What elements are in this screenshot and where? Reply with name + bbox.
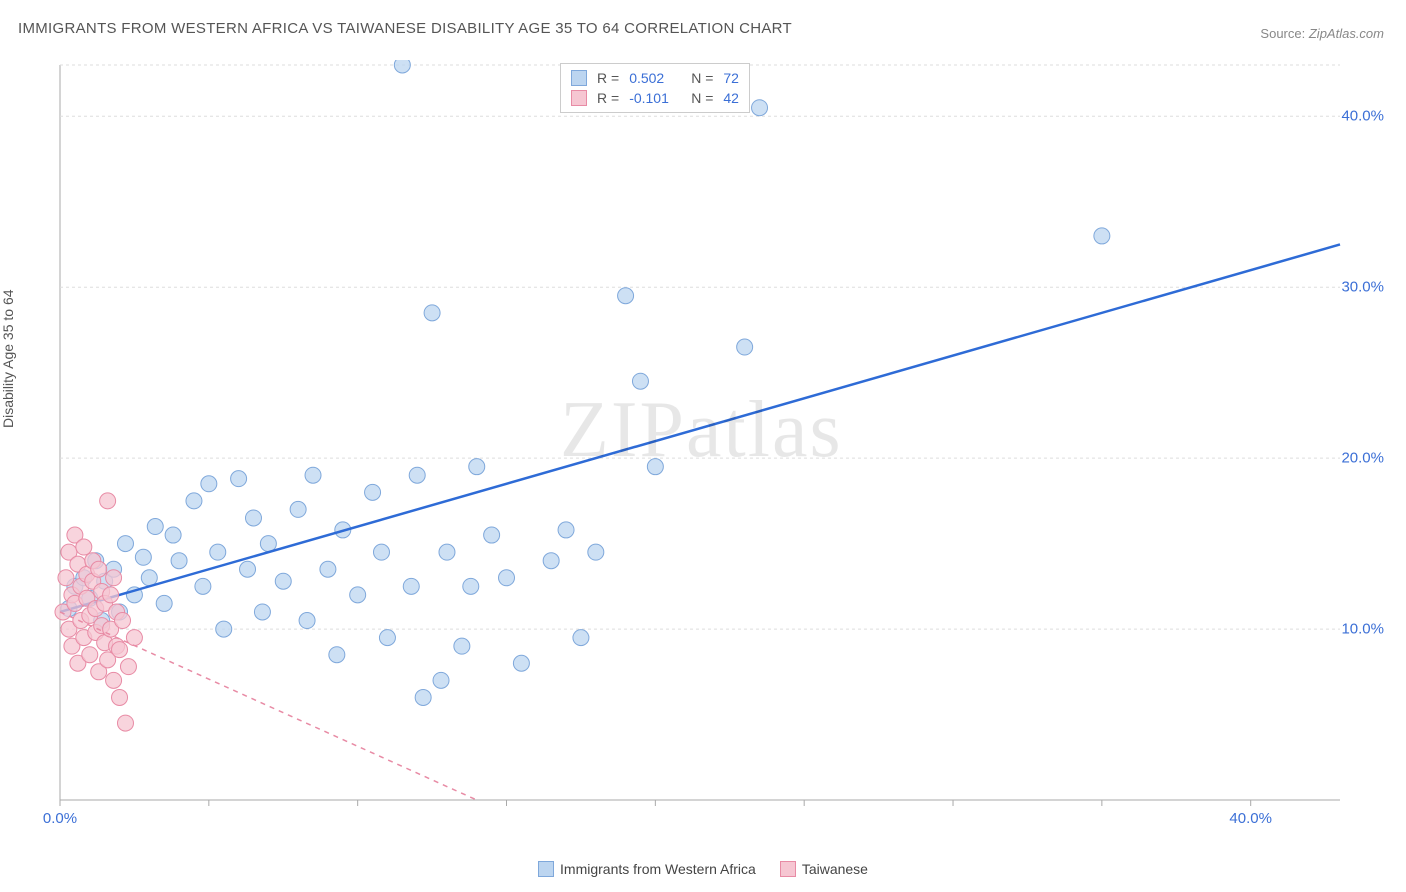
legend-label: Taiwanese bbox=[802, 861, 868, 877]
source-label: Source: bbox=[1260, 26, 1305, 41]
chart-area bbox=[50, 60, 1370, 830]
legend-swatch bbox=[571, 90, 587, 106]
r-value: 0.502 bbox=[629, 70, 681, 86]
x-tick-label: 0.0% bbox=[43, 810, 77, 827]
chart-title: IMMIGRANTS FROM WESTERN AFRICA VS TAIWAN… bbox=[18, 20, 792, 37]
n-value: 42 bbox=[723, 90, 739, 106]
scatter-chart bbox=[50, 60, 1370, 830]
n-label: N = bbox=[691, 70, 713, 86]
y-tick-label: 40.0% bbox=[1341, 108, 1384, 125]
r-label: R = bbox=[597, 90, 619, 106]
source-attribution: Source: ZipAtlas.com bbox=[1260, 26, 1384, 41]
r-label: R = bbox=[597, 70, 619, 86]
legend-swatch bbox=[780, 861, 796, 877]
legend-swatch bbox=[571, 70, 587, 86]
y-tick-label: 20.0% bbox=[1341, 450, 1384, 467]
x-tick-label: 40.0% bbox=[1229, 810, 1272, 827]
legend-item: Immigrants from Western Africa bbox=[538, 861, 756, 877]
series-legend: Immigrants from Western Africa Taiwanese bbox=[0, 861, 1406, 882]
legend-swatch bbox=[538, 861, 554, 877]
legend-row: R = 0.502 N = 72 bbox=[571, 68, 739, 88]
source-value: ZipAtlas.com bbox=[1309, 26, 1384, 41]
y-tick-label: 10.0% bbox=[1341, 621, 1384, 638]
legend-row: R = -0.101 N = 42 bbox=[571, 88, 739, 108]
legend-item: Taiwanese bbox=[780, 861, 868, 877]
r-value: -0.101 bbox=[629, 90, 681, 106]
legend-label: Immigrants from Western Africa bbox=[560, 861, 756, 877]
y-tick-label: 30.0% bbox=[1341, 279, 1384, 296]
y-axis-label: Disability Age 35 to 64 bbox=[0, 289, 16, 428]
correlation-legend: R = 0.502 N = 72 R = -0.101 N = 42 bbox=[560, 63, 750, 113]
n-value: 72 bbox=[723, 70, 739, 86]
n-label: N = bbox=[691, 90, 713, 106]
